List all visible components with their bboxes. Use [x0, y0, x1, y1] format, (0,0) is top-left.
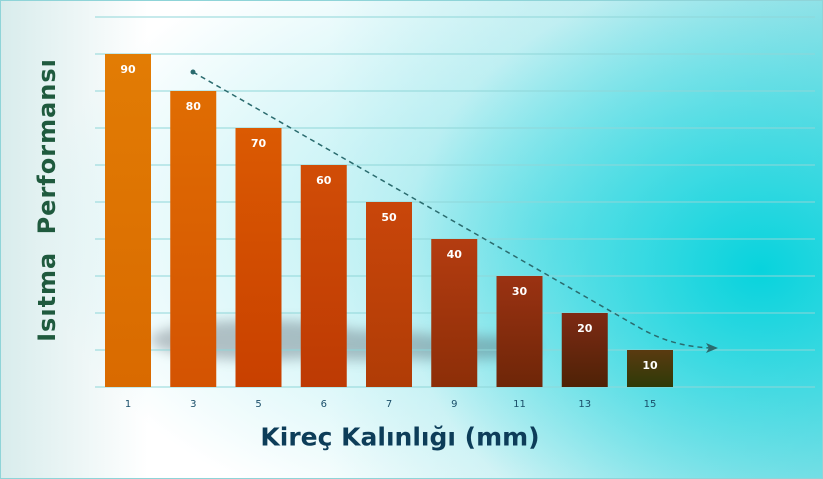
bars: 90 80 70 60 50 40 30 20 10: [105, 54, 673, 387]
value-label: 30: [512, 285, 528, 298]
x-tick-label: 1: [125, 399, 131, 410]
bar-15: [627, 350, 673, 387]
value-label: 20: [577, 322, 593, 335]
x-tick-label: 13: [578, 399, 591, 410]
bar-3: [170, 91, 217, 387]
bar-5: [235, 128, 282, 387]
value-label: 60: [316, 174, 332, 187]
x-axis-label: Kireç Kalınlığı (mm): [260, 422, 540, 452]
x-tick-label: 3: [190, 399, 196, 410]
bar-13: [561, 313, 608, 387]
value-label: 40: [447, 248, 463, 261]
bar-1: [105, 54, 151, 387]
x-tick-labels: 1 3 5 6 7 9 11 13 15: [125, 399, 657, 410]
bar-9: [431, 239, 478, 387]
value-label: 50: [381, 211, 397, 224]
value-label: 90: [120, 63, 136, 76]
bar-7: [366, 202, 412, 387]
value-label: 70: [251, 137, 267, 150]
x-tick-label: 11: [513, 399, 526, 410]
x-tick-label: 7: [386, 399, 392, 410]
trend-arrow: [190, 69, 718, 353]
bar-6: [300, 165, 347, 387]
x-tick-label: 15: [644, 399, 657, 410]
y-axis-label: Isıtma Performansı: [33, 58, 61, 342]
value-label: 10: [642, 359, 658, 372]
x-tick-label: 5: [255, 399, 261, 410]
bar-11: [496, 276, 543, 387]
trend-line: [192, 71, 718, 353]
x-tick-label: 9: [451, 399, 457, 410]
x-tick-label: 6: [321, 399, 327, 410]
value-label: 80: [186, 100, 202, 113]
